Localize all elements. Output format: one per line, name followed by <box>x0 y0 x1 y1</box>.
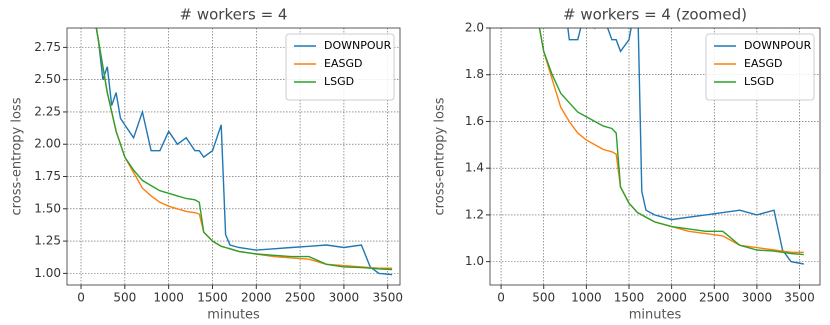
y-tick-label: 1.4 <box>465 161 484 175</box>
legend-box <box>285 33 395 101</box>
x-tick-label: 1500 <box>197 291 228 305</box>
series-line <box>95 28 393 271</box>
x-tick-label: 3000 <box>742 291 773 305</box>
x-tick-label: 3500 <box>372 291 403 305</box>
y-tick-label: 1.6 <box>465 114 484 128</box>
y-tick-label: 2.50 <box>34 72 61 86</box>
y-tick-label: 1.8 <box>465 67 484 81</box>
legend-label: EASGD <box>744 57 782 70</box>
chart-title: # workers = 4 <box>180 6 288 24</box>
legend-label: EASGD <box>324 57 362 70</box>
legend-label: DOWNPOUR <box>324 39 392 52</box>
x-tick-label: 1000 <box>153 291 184 305</box>
x-tick-label: 0 <box>77 291 85 305</box>
legend-label: LSGD <box>324 75 354 88</box>
x-tick-label: 1000 <box>571 291 602 305</box>
x-axis-label: minutes <box>629 308 682 323</box>
x-tick-label: 2000 <box>656 291 687 305</box>
x-tick-label: 500 <box>532 291 555 305</box>
y-tick-label: 1.2 <box>465 207 484 221</box>
legend-box <box>705 33 815 101</box>
x-tick-label: 0 <box>497 291 505 305</box>
y-axis-label: cross-entropy loss <box>433 97 448 215</box>
x-tick-label: 2500 <box>699 291 730 305</box>
series-line <box>567 28 804 265</box>
legend-label: LSGD <box>744 75 774 88</box>
series-line <box>538 28 804 253</box>
y-tick-label: 1.75 <box>34 169 61 183</box>
x-tick-label: 3000 <box>329 291 360 305</box>
legend-label: DOWNPOUR <box>744 39 812 52</box>
y-tick-label: 2.00 <box>34 137 61 151</box>
y-tick-label: 1.50 <box>34 201 61 215</box>
y-tick-label: 1.0 <box>465 254 484 268</box>
y-tick-label: 1.25 <box>34 234 61 248</box>
series-line <box>95 28 393 276</box>
plot-frame <box>66 27 401 286</box>
chart: # workers = 4 (zoomed) minutes cross-entro… <box>433 6 821 323</box>
y-tick-label: 2.25 <box>34 104 61 118</box>
plot-frame <box>489 27 821 286</box>
series-line <box>538 28 804 256</box>
y-tick-label: 1.00 <box>34 266 61 280</box>
x-tick-label: 2000 <box>241 291 272 305</box>
chart: # workers = 4 minutes cross-entropy loss 0 5… <box>10 6 404 323</box>
x-axis-label: minutes <box>207 308 260 323</box>
y-axis-label: cross-entropy loss <box>10 97 25 215</box>
x-tick-label: 2500 <box>285 291 316 305</box>
y-tick-label: 2.75 <box>34 40 61 54</box>
x-tick-label: 1500 <box>614 291 645 305</box>
x-tick-label: 3500 <box>784 291 815 305</box>
x-tick-label: 500 <box>113 291 136 305</box>
y-tick-label: 2.0 <box>465 21 484 35</box>
chart-title: # workers = 4 (zoomed) <box>563 6 747 24</box>
